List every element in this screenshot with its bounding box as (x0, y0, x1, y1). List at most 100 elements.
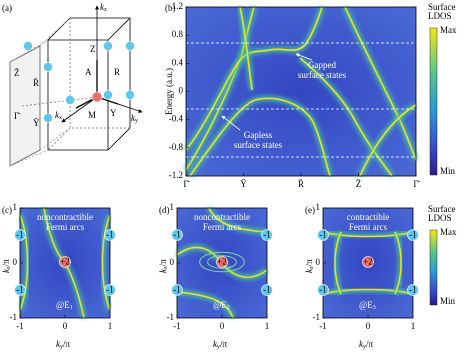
text-base: E (418, 147, 424, 157)
surface-band (299, 57, 393, 177)
fermi-arc-group (332, 230, 344, 296)
x-axis-label: ky/π (359, 339, 374, 350)
surface-point-label: R̄ (33, 78, 39, 88)
panel-label: (e) (305, 205, 315, 215)
fermi-arc (176, 291, 234, 319)
fermi-arc-group (206, 206, 268, 235)
colorbar-title: LDOS (428, 11, 452, 21)
surface-band (344, 6, 417, 161)
x-tick-label: R̄ (298, 179, 304, 189)
charge-label: -1 (409, 285, 417, 295)
text-base: k (131, 113, 136, 123)
text-base: @E (56, 300, 70, 310)
text-sub: 1 (70, 305, 73, 311)
panel-label: (a) (2, 3, 12, 13)
y-tick-label: -1.2 (169, 170, 183, 180)
surface-band (185, 6, 323, 151)
axis-label: kz (100, 2, 107, 13)
charge-label: +2 (60, 257, 70, 267)
y-tick-label: 1 (170, 202, 175, 212)
panel-label: (c) (2, 205, 12, 215)
energy-label: E3 (418, 147, 427, 158)
text-sub: y (135, 118, 138, 124)
x-tick-label: 0 (366, 321, 371, 331)
colorbar-max: Max (440, 227, 457, 237)
text-sub: z (163, 266, 169, 269)
axis-label: kx (55, 110, 62, 121)
text-sub: y (60, 344, 63, 350)
plot-frame (185, 6, 417, 177)
fermi-arc-group (322, 229, 414, 240)
text-base: @E (359, 300, 373, 310)
text-sub: 2 (424, 104, 427, 110)
text-base: E (418, 99, 424, 109)
text-sub: 3 (373, 305, 376, 311)
colorbar-title: Surface (428, 2, 455, 12)
annotation: surface states (234, 140, 283, 150)
text-sub: 2 (227, 305, 230, 311)
y-tick-label: 0 (316, 257, 321, 267)
y-axis-label: kz/π (158, 259, 169, 273)
panel-annotation: Fermi arcs (349, 222, 388, 232)
text-sub: z (6, 266, 12, 269)
x-tick-label: 1 (108, 321, 113, 331)
charge-plus2 (59, 256, 71, 268)
weyl-node (103, 90, 113, 100)
annotation: Gapless (244, 130, 273, 140)
charge-minus1 (171, 229, 183, 241)
x-tick-label: 1 (265, 321, 270, 331)
colorbar (429, 229, 438, 306)
annotation-arrow (221, 115, 241, 131)
panel-label: (b) (165, 3, 176, 13)
charge-label: +2 (217, 257, 227, 267)
charge-minus1 (171, 284, 183, 296)
text-base: k (55, 110, 60, 120)
text-tail: /π (220, 339, 228, 349)
energy-annotation: @E1 (56, 300, 73, 311)
colorbar-title: Surface (428, 204, 455, 214)
surface-band (189, 97, 331, 177)
annotation: surface states (298, 70, 347, 80)
fermi-arc (101, 214, 111, 311)
x-axis-label: ky/π (56, 339, 71, 350)
surface-point-label: Ȳ (33, 118, 40, 128)
text-base: E (418, 33, 424, 43)
bulk-point-label: M (88, 110, 96, 120)
colorbar-min: Min (440, 166, 456, 176)
y-tick-label: 1.2 (172, 1, 183, 11)
y-tick-label: 0 (179, 86, 184, 96)
x-tick-label: -1 (319, 321, 327, 331)
text-base: k (56, 339, 61, 349)
text-sub: 1 (424, 38, 427, 44)
surface-band (239, 6, 253, 91)
charge-minus1 (14, 229, 26, 241)
charge-label: -1 (173, 230, 181, 240)
y-tick-label: -1 (10, 312, 18, 322)
y-tick-label: 0.8 (172, 29, 184, 39)
charge-minus1 (14, 284, 26, 296)
text-tail: /π (1, 259, 11, 267)
surface-band (359, 104, 417, 177)
weyl-node (65, 95, 75, 105)
fermi-arc-group (99, 213, 113, 312)
text-sub: y (363, 344, 366, 350)
charge-minus1 (104, 229, 116, 241)
fermi-arc (208, 207, 268, 233)
weyl-node (23, 41, 33, 51)
x-tick-label: Γ̄ (413, 179, 420, 189)
y-tick-label: -1 (167, 312, 175, 322)
fermi-arc (394, 231, 402, 295)
y-tick-label: 0 (13, 257, 18, 267)
weyl-node (43, 62, 53, 72)
text-sub: 3 (424, 152, 427, 158)
fermi-arc (322, 231, 414, 238)
annotation: Gapped (308, 60, 336, 70)
colorbar-min: Min (440, 296, 456, 306)
charge-label: -1 (16, 230, 24, 240)
fermi-arc-group (176, 289, 236, 320)
contour (207, 255, 237, 269)
charge-minus1 (317, 284, 329, 296)
x-axis-label: ky/π (213, 339, 228, 350)
weyl-node (103, 41, 113, 51)
bulk-point-label: R (114, 67, 120, 77)
